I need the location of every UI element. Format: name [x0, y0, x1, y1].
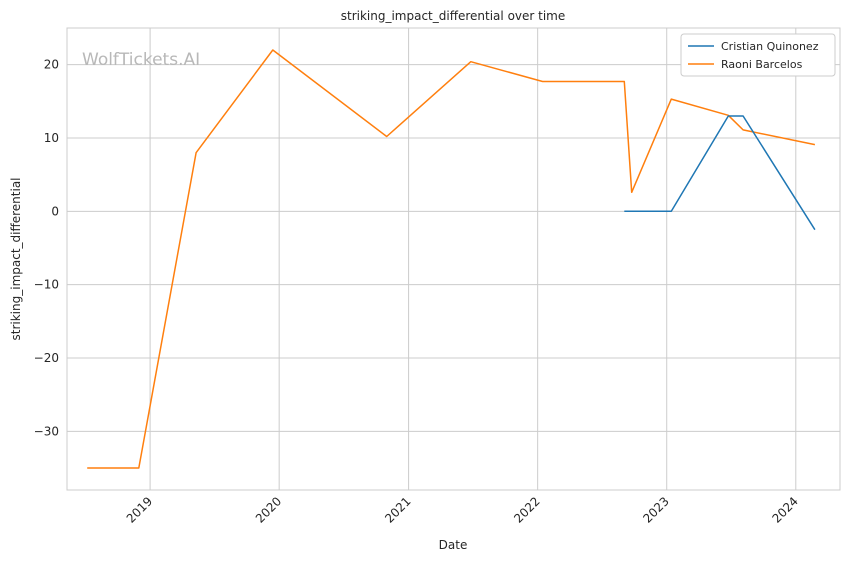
x-tick-label: 2019	[124, 494, 155, 525]
x-tick-label: 2022	[511, 494, 542, 525]
series-lines	[87, 49, 816, 469]
y-axis-title: striking_impact_differential	[9, 177, 23, 340]
y-tick-labels: 20 10 0 −10 −20 −30	[34, 58, 59, 439]
x-tick-label: 2024	[769, 494, 800, 525]
y-tick-label: −10	[34, 278, 59, 292]
y-tick-label: −20	[34, 351, 59, 365]
y-tick-label: −30	[34, 424, 59, 438]
x-tick-labels: 2019 2020 2021 2022 2023 2024	[124, 494, 801, 525]
legend-label-raoni-barcelos: Raoni Barcelos	[721, 58, 803, 71]
x-tick-label: 2020	[253, 494, 284, 525]
y-tick-label: 10	[44, 131, 59, 145]
x-axis-title: Date	[439, 538, 468, 552]
x-tick-label: 2021	[382, 494, 413, 525]
chart-title: striking_impact_differential over time	[341, 9, 566, 23]
y-tick-label: 20	[44, 58, 59, 72]
legend-frame	[680, 33, 836, 77]
legend-label-cristian-quinonez: Cristian Quinonez	[721, 40, 819, 53]
legend: Cristian Quinonez Raoni Barcelos	[680, 33, 836, 77]
plot-area: WolfTickets.AI	[66, 27, 841, 491]
plot-frame	[66, 27, 841, 491]
watermark-text: WolfTickets.AI	[82, 50, 200, 70]
grid-lines	[67, 28, 840, 490]
y-tick-label: 0	[51, 204, 59, 218]
x-tick-label: 2023	[640, 494, 671, 525]
series-line-cristian-quinonez	[624, 115, 816, 231]
